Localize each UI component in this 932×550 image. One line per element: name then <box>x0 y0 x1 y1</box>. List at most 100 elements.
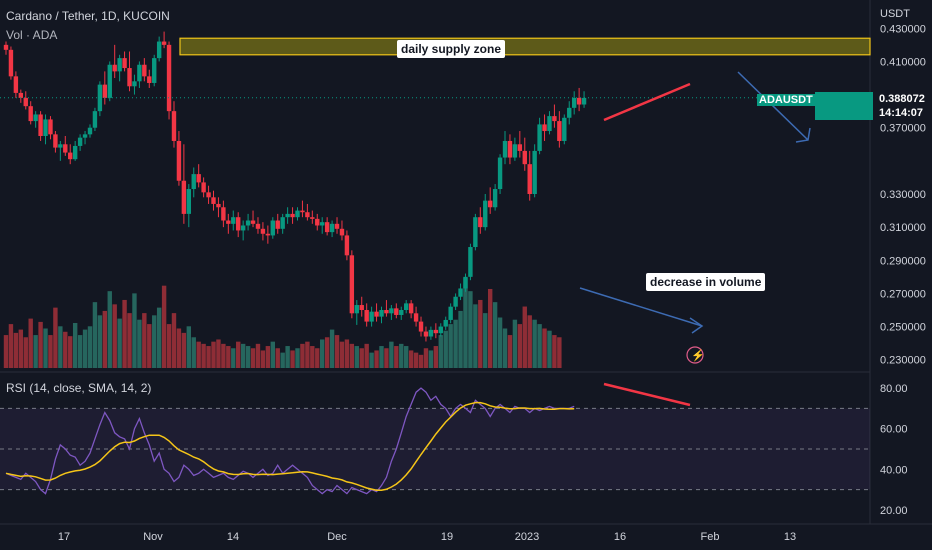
volume-bar <box>255 343 261 368</box>
price-tick-label: 0.430000 <box>880 23 926 35</box>
candle-body <box>571 97 577 108</box>
volume-bar <box>295 348 300 368</box>
volume-legend[interactable]: Vol · ADA <box>6 28 58 42</box>
volume-bar <box>339 341 345 368</box>
volume-bar <box>384 348 389 368</box>
candle-body <box>53 134 58 148</box>
volume-bar <box>542 328 547 368</box>
volume-bar <box>53 307 58 368</box>
candle-body <box>384 310 389 314</box>
volume-bar <box>147 324 152 368</box>
candle-body <box>152 58 157 83</box>
volume-bar <box>448 324 453 368</box>
volume-bar <box>285 346 290 368</box>
alert-icon[interactable]: ⚡ <box>686 346 705 364</box>
price-axis[interactable]: 0.430000 0.410000 0.370000 0.330000 0.310000… <box>880 23 926 366</box>
volume-bar <box>527 315 532 368</box>
volume-bar <box>23 337 28 368</box>
volume-bar <box>413 352 419 368</box>
candle-body <box>473 217 478 248</box>
volume-bar <box>38 321 43 368</box>
volume-note-label[interactable]: decrease in volume <box>646 273 766 291</box>
trend-drawings[interactable] <box>579 71 811 407</box>
volume-bar <box>344 339 350 368</box>
candle-body <box>433 329 439 334</box>
candle-body <box>161 41 167 45</box>
volume-bar <box>201 343 206 368</box>
volume-bar <box>354 346 359 368</box>
supply-zone[interactable] <box>179 37 871 56</box>
candle-body <box>438 326 443 334</box>
candle-body <box>142 64 147 77</box>
volume-bar <box>240 343 246 368</box>
candle-body <box>117 58 122 72</box>
volume-bar <box>156 307 162 368</box>
volume-bar <box>487 288 493 368</box>
volume-bar <box>349 343 355 368</box>
price-tag[interactable]: ADAUSDT 0.388072 14:14:07 <box>757 92 925 120</box>
volume-bar <box>171 313 177 368</box>
volume-bar <box>557 337 562 368</box>
volume-bar <box>221 343 226 368</box>
candle-body <box>463 276 468 289</box>
candle-body <box>3 44 9 50</box>
volume-bar <box>547 330 552 368</box>
time-axis[interactable]: 17 Nov 14 Dec 19 2023 16 Feb 13 <box>58 531 796 543</box>
candle-body <box>507 140 513 158</box>
time-tick-label: Dec <box>327 531 347 543</box>
bearish-arrow-shaft <box>737 71 809 141</box>
candle-body <box>196 174 201 183</box>
candle-body <box>97 84 103 112</box>
volume-bar <box>43 328 48 368</box>
candle-body <box>305 212 310 218</box>
candle-body <box>290 213 295 218</box>
candle-body <box>107 64 112 98</box>
symbol-title[interactable]: Cardano / Tether, 1D, KUCOIN <box>6 9 170 23</box>
candle-body <box>581 97 587 105</box>
candle-body <box>369 311 374 322</box>
volume-bar <box>478 299 483 368</box>
supply-zone-label[interactable]: daily supply zone <box>397 40 506 58</box>
candle-body <box>522 150 527 165</box>
rsi-legend[interactable]: RSI (14, close, SMA, 14, 2) <box>6 381 151 395</box>
candle-body <box>483 200 488 228</box>
candle-body <box>374 311 379 317</box>
candle-body <box>270 220 275 236</box>
time-tick-label: Feb <box>701 531 720 543</box>
candle-body <box>295 210 300 218</box>
volume-bar <box>497 317 503 368</box>
time-tick-label: 17 <box>58 531 70 543</box>
rsi-pane[interactable] <box>0 387 870 495</box>
volume-bar <box>72 323 78 368</box>
volume-bar <box>186 326 192 368</box>
svg-text:⚡: ⚡ <box>691 349 705 362</box>
volume-bar <box>438 335 443 368</box>
candle-body <box>517 144 523 151</box>
volume-bar <box>359 348 364 368</box>
volume-bar <box>517 324 523 368</box>
candle-body <box>448 306 453 320</box>
volume-bar <box>132 293 137 368</box>
volume-bar <box>63 331 68 368</box>
volume-bar <box>58 326 63 368</box>
candle-body <box>576 97 582 105</box>
rsi-axis[interactable]: 80.00 60.00 40.00 20.00 <box>880 383 908 517</box>
rsi-line <box>5 387 575 495</box>
volume-bar <box>552 335 557 368</box>
candle-body <box>423 331 429 337</box>
candle-body <box>512 144 518 158</box>
volume-bar <box>82 329 88 368</box>
volume-bar <box>369 352 374 368</box>
candle-body <box>265 233 271 236</box>
candle-body <box>8 49 14 77</box>
candle-body <box>23 97 28 107</box>
volume-bar <box>502 328 508 368</box>
volume-bar <box>463 278 468 368</box>
candle-body <box>413 313 419 322</box>
candle-body <box>245 220 251 226</box>
volume-bar <box>433 346 439 368</box>
rsi-tick-label: 60.00 <box>880 424 908 436</box>
volume-bar <box>245 346 251 368</box>
candle-body <box>171 111 177 141</box>
